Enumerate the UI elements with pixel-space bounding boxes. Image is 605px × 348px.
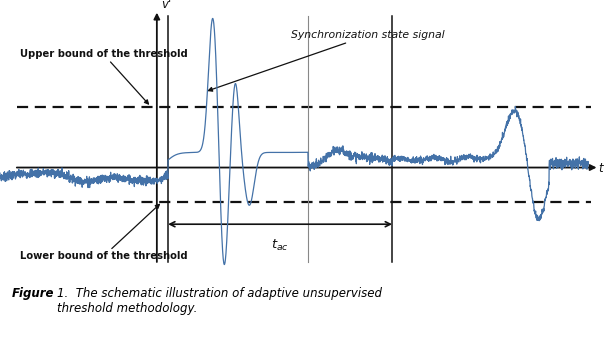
- Text: Synchronization state signal: Synchronization state signal: [208, 30, 445, 91]
- Text: Figure: Figure: [12, 287, 54, 300]
- Text: v': v': [162, 0, 172, 11]
- Text: 1.  The schematic illustration of adaptive unsupervised
threshold methodology.: 1. The schematic illustration of adaptiv…: [57, 287, 382, 315]
- Text: Lower bound of the threshold: Lower bound of the threshold: [19, 204, 187, 261]
- Text: t: t: [598, 162, 603, 175]
- Text: Upper bound of the threshold: Upper bound of the threshold: [19, 49, 188, 104]
- Text: $t_{ac}$: $t_{ac}$: [271, 237, 289, 253]
